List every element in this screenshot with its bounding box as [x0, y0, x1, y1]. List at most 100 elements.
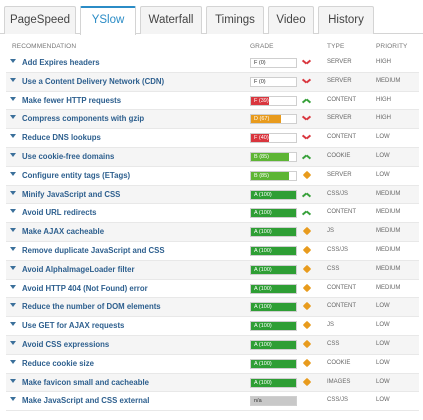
diamond-icon	[302, 302, 312, 311]
grade-bar-fill	[251, 303, 296, 312]
grade-bar: A (100)	[250, 321, 297, 332]
table-row[interactable]: Avoid URL redirects A (100) CONTENT MEDIUM	[6, 204, 419, 224]
table-row[interactable]: Make AJAX cacheable A (100) JS MEDIUM	[6, 223, 419, 242]
col-type: TYPE	[327, 43, 345, 50]
col-grade: GRADE	[250, 43, 274, 50]
expand-triangle-icon[interactable]	[10, 228, 16, 233]
recommendation-name[interactable]: Make fewer HTTP requests	[22, 95, 122, 105]
priority-label: MEDIUM	[376, 265, 401, 272]
expand-triangle-icon[interactable]	[10, 190, 16, 195]
diamond-icon	[302, 245, 312, 255]
grade-label: A (100)	[254, 191, 272, 198]
table-row[interactable]: Minify JavaScript and CSS A (100) CSS/JS ME…	[6, 185, 419, 205]
grade-label: A (100)	[254, 266, 272, 273]
chevron-down-icon	[302, 58, 311, 67]
expand-triangle-icon[interactable]	[10, 171, 16, 176]
recommendation-name[interactable]: Use cookie-free domains	[22, 151, 115, 161]
recommendation-name[interactable]: Avoid HTTP 404 (Not Found) error	[22, 283, 148, 293]
expand-triangle-icon[interactable]	[10, 303, 16, 308]
grade-bar-fill	[251, 378, 296, 387]
grade-bar-fill	[251, 96, 269, 105]
expand-triangle-icon[interactable]	[10, 397, 16, 402]
priority-label: MEDIUM	[376, 190, 401, 197]
priority-label: MEDIUM	[376, 246, 401, 253]
col-recommendation: RECOMMENDATION	[12, 43, 77, 50]
expand-triangle-icon[interactable]	[10, 378, 16, 383]
recommendation-name[interactable]: Avoid URL redirects	[22, 208, 97, 218]
recommendation-name[interactable]: Make AJAX cacheable	[22, 227, 105, 237]
recommendation-name[interactable]: Reduce DNS lookups	[22, 133, 101, 143]
recommendation-name[interactable]: Compress components with gzip	[22, 114, 145, 124]
recommendation-name[interactable]: Make favicon small and cacheable	[22, 377, 149, 387]
chevron-up-icon	[302, 208, 311, 217]
recommendation-list: Add Expires headers F (0) SERVER HIGH Use a …	[6, 54, 419, 412]
table-row[interactable]: Use GET for AJAX requests A (100) JS LOW	[6, 317, 419, 336]
table-row[interactable]: Make favicon small and cacheable A (100) I…	[6, 373, 419, 393]
expand-triangle-icon[interactable]	[10, 359, 16, 364]
table-row[interactable]: Add Expires headers F (0) SERVER HIGH	[6, 54, 419, 73]
type-label: CONTENT	[327, 284, 356, 291]
expand-triangle-icon[interactable]	[10, 209, 16, 214]
table-row[interactable]: Use cookie-free domains B (85) COOKIE LOW	[6, 147, 419, 167]
grade-bar-fill	[251, 190, 296, 199]
table-row[interactable]: Avoid CSS expressions A (100) CSS LOW	[6, 335, 419, 355]
expand-triangle-icon[interactable]	[10, 322, 16, 327]
table-row[interactable]: Reduce the number of DOM elements A (100)…	[6, 298, 419, 318]
tab-yslow[interactable]: YSlow	[80, 6, 136, 35]
tab-pagespeed[interactable]: PageSpeed	[4, 6, 76, 34]
recommendation-name[interactable]: Make JavaScript and CSS external	[22, 396, 150, 406]
priority-label: MEDIUM	[376, 284, 401, 291]
grade-bar: n/a	[250, 396, 297, 407]
grade-label: B (85)	[254, 172, 269, 179]
type-label: SERVER	[327, 171, 352, 178]
expand-triangle-icon[interactable]	[10, 59, 16, 63]
diamond-icon	[302, 283, 312, 293]
type-label: CSS	[327, 340, 340, 347]
recommendation-name[interactable]: Use a Content Delivery Network (CDN)	[22, 76, 165, 86]
expand-triangle-icon[interactable]	[10, 77, 16, 82]
expand-triangle-icon[interactable]	[10, 96, 16, 101]
recommendation-name[interactable]: Add Expires headers	[22, 58, 100, 67]
priority-label: LOW	[376, 303, 390, 310]
recommendation-name[interactable]: Remove duplicate JavaScript and CSS	[22, 245, 165, 255]
tab-history[interactable]: History	[318, 6, 374, 34]
table-row[interactable]: Reduce cookie size A (100) COOKIE LOW	[6, 355, 419, 374]
expand-triangle-icon[interactable]	[10, 284, 16, 289]
recommendation-name[interactable]: Reduce cookie size	[22, 358, 94, 368]
type-label: CSS/JS	[327, 397, 349, 404]
expand-triangle-icon[interactable]	[10, 134, 16, 139]
recommendation-name[interactable]: Minify JavaScript and CSS	[22, 189, 121, 199]
table-row[interactable]: Remove duplicate JavaScript and CSS A (10…	[6, 242, 419, 261]
grade-bar: A (100)	[250, 339, 297, 350]
tab-waterfall[interactable]: Waterfall	[140, 6, 202, 34]
recommendation-name[interactable]: Reduce the number of DOM elements	[22, 302, 161, 312]
grade-bar-fill	[251, 228, 296, 237]
tab-video[interactable]: Video	[268, 6, 314, 34]
expand-triangle-icon[interactable]	[10, 246, 16, 251]
tab-timings[interactable]: Timings	[206, 6, 264, 34]
chevron-up-icon	[302, 152, 311, 161]
expand-triangle-icon[interactable]	[10, 340, 16, 345]
table-row[interactable]: Configure entity tags (ETags) B (85) SERVE…	[6, 167, 419, 186]
recommendation-name[interactable]: Avoid AlphaImageLoader filter	[22, 264, 135, 274]
table-row[interactable]: Make JavaScript and CSS external n/a CSS/J…	[6, 392, 419, 412]
priority-label: HIGH	[376, 59, 391, 65]
table-row[interactable]: Reduce DNS lookups F (40) CONTENT LOW	[6, 129, 419, 148]
expand-triangle-icon[interactable]	[10, 265, 16, 270]
table-row[interactable]: Make fewer HTTP requests F (39) CONTENT HIG…	[6, 92, 419, 111]
type-label: CONTENT	[327, 96, 356, 103]
grade-bar-fill	[251, 265, 296, 274]
recommendation-name[interactable]: Configure entity tags (ETags)	[22, 170, 131, 180]
expand-triangle-icon[interactable]	[10, 115, 16, 120]
recommendation-name[interactable]: Avoid CSS expressions	[22, 339, 110, 349]
table-row[interactable]: Avoid AlphaImageLoader filter A (100) CSS M…	[6, 260, 419, 280]
type-label: CONTENT	[327, 303, 356, 310]
expand-triangle-icon[interactable]	[10, 152, 16, 157]
table-row[interactable]: Compress components with gzip D (67) SERVE…	[6, 110, 419, 130]
recommendation-name[interactable]: Use GET for AJAX requests	[22, 321, 125, 331]
grade-label: A (100)	[254, 247, 272, 254]
table-row[interactable]: Use a Content Delivery Network (CDN) F (0…	[6, 72, 419, 92]
priority-label: LOW	[376, 134, 390, 141]
table-row[interactable]: Avoid HTTP 404 (Not Found) error A (100) C…	[6, 280, 419, 299]
type-label: CSS/JS	[327, 246, 349, 253]
